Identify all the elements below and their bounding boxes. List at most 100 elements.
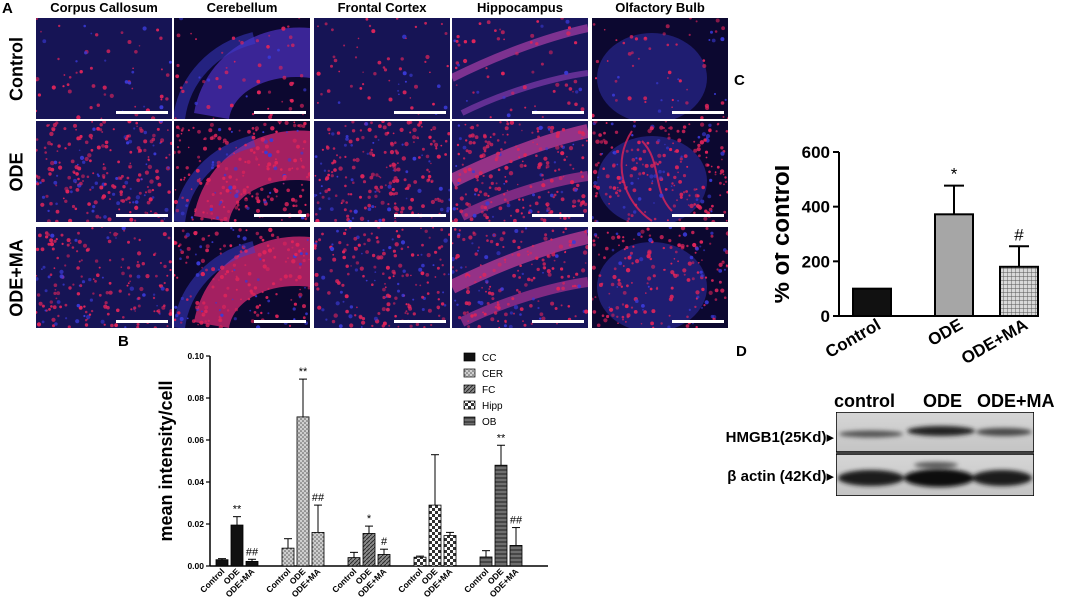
scale-bar bbox=[254, 111, 306, 114]
scale-bar bbox=[532, 214, 584, 217]
bar-hipp-ode-ma bbox=[443, 535, 457, 567]
significance-marker: # bbox=[1014, 225, 1024, 244]
scale-bar bbox=[116, 320, 168, 323]
legend-swatch-fc bbox=[463, 384, 476, 394]
y-tick-label: 0 bbox=[821, 307, 830, 326]
y-tick-label: 600 bbox=[802, 143, 830, 162]
bar-fc-ode-ma bbox=[377, 554, 391, 567]
panel-c-letter: C bbox=[734, 72, 745, 89]
bar-ode bbox=[934, 213, 974, 317]
scale-bar bbox=[254, 320, 306, 323]
scale-bar bbox=[394, 214, 446, 217]
western-blot-image bbox=[836, 412, 1034, 496]
significance-marker: # bbox=[381, 536, 388, 548]
bar-ob-control bbox=[479, 556, 493, 567]
legend-swatch-ob bbox=[463, 416, 476, 426]
micrograph-control-corpus-callosum bbox=[36, 18, 172, 119]
micrograph-ode-ma-olfactory-bulb bbox=[592, 227, 728, 328]
x-tick-label: ODE bbox=[925, 315, 966, 350]
scale-bar bbox=[532, 111, 584, 114]
band-hmgb1-ode bbox=[907, 426, 975, 436]
column-title-olfactory-bulb: Olfactory Bulb bbox=[615, 0, 705, 15]
scale-bar bbox=[672, 111, 724, 114]
bar-cc-ode bbox=[230, 524, 244, 567]
scale-bar bbox=[394, 111, 446, 114]
band-actin-ode bbox=[904, 469, 974, 487]
significance-marker: ## bbox=[312, 492, 325, 504]
column-title-cerebellum: Cerebellum bbox=[206, 0, 278, 15]
x-tick-label: Control bbox=[822, 315, 884, 362]
blot-label-beta-actin: β actin (42Kd)▸ bbox=[727, 468, 834, 485]
band-hmgb1-ode-ma bbox=[976, 428, 1032, 436]
micrograph-ode-cerebellum bbox=[174, 121, 310, 222]
bar-fc-ode bbox=[362, 533, 376, 567]
bar-cer-ode bbox=[296, 416, 310, 567]
bar-cer-ode-ma bbox=[311, 531, 325, 567]
legend-label-ob: OB bbox=[482, 417, 497, 428]
significance-marker: ** bbox=[299, 366, 308, 378]
column-title-frontal-cortex: Frontal Cortex bbox=[337, 0, 427, 15]
legend-label-hipp: Hipp bbox=[482, 401, 503, 412]
column-title-hippocampus: Hippocampus bbox=[477, 0, 563, 15]
y-tick-label: 0.06 bbox=[187, 435, 204, 445]
scale-bar bbox=[394, 320, 446, 323]
band-actin-ode-ma bbox=[972, 470, 1032, 486]
panel-d-letter: D bbox=[736, 343, 747, 360]
micrograph-ode-frontal-cortex bbox=[314, 121, 450, 222]
y-tick-label: 400 bbox=[802, 198, 830, 217]
legend-label-cer: CER bbox=[482, 369, 503, 380]
bar-fc-control bbox=[347, 557, 361, 567]
panel-c-bar-chart: % of control 0 200 400 600 Control * ODE # ODE+MA bbox=[775, 143, 1039, 368]
y-tick-label: 0.00 bbox=[187, 561, 204, 571]
bar-cer-control bbox=[281, 547, 295, 567]
micrograph-ode-ma-frontal-cortex bbox=[314, 227, 450, 328]
bar-hipp-control bbox=[413, 556, 427, 567]
y-tick-label: 200 bbox=[802, 252, 830, 271]
scale-bar bbox=[116, 111, 168, 114]
row-label-ode-ma: ODE+MA bbox=[6, 238, 27, 317]
bar-ode-ma bbox=[999, 265, 1039, 318]
micrograph-ode-ma-corpus-callosum bbox=[36, 227, 172, 328]
panel-a-letter: A bbox=[2, 0, 13, 17]
micrograph-ode-corpus-callosum bbox=[36, 121, 172, 222]
y-tick-label: 0.04 bbox=[187, 477, 204, 487]
micrograph-control-olfactory-bulb bbox=[592, 18, 728, 119]
x-tick-label: ODE+MA bbox=[958, 315, 1031, 368]
panel-b-letter: B bbox=[118, 333, 129, 350]
bar-cc-control bbox=[215, 559, 229, 567]
y-tick-label: 0.10 bbox=[187, 351, 204, 361]
bar-cc-ode-ma bbox=[245, 560, 259, 567]
micrograph-control-cerebellum bbox=[174, 18, 310, 119]
band-actin-control bbox=[838, 470, 904, 486]
micrograph-ode-ma-cerebellum bbox=[174, 227, 310, 328]
significance-marker: * bbox=[951, 165, 958, 184]
scale-bar bbox=[532, 320, 584, 323]
micrograph-control-hippocampus bbox=[452, 18, 588, 119]
legend-label-fc: FC bbox=[482, 385, 495, 396]
significance-marker: ## bbox=[510, 515, 523, 527]
legend-swatch-cc bbox=[463, 352, 476, 362]
scale-bar bbox=[254, 214, 306, 217]
significance-marker: * bbox=[367, 513, 372, 525]
legend-swatch-hipp bbox=[463, 400, 476, 410]
significance-marker: ** bbox=[233, 504, 242, 516]
blot-lane-label-control: control bbox=[834, 391, 895, 411]
legend-label-cc: CC bbox=[482, 353, 496, 364]
panel-b-bar-chart: mean intensity/cell 0.00 0.02 0.04 0.06 0.08 0… bbox=[156, 351, 548, 599]
y-axis-label: mean intensity/cell bbox=[156, 380, 176, 541]
bar-hipp-ode bbox=[428, 504, 442, 567]
band-hmgb1-control bbox=[839, 430, 903, 438]
band-actin-ode-upper bbox=[914, 462, 958, 468]
y-axis-label: % of control bbox=[775, 165, 795, 304]
row-label-control: Control bbox=[6, 36, 27, 101]
blot-lane-label-ode: ODE bbox=[923, 391, 963, 411]
micrograph-ode-olfactory-bulb bbox=[592, 121, 728, 222]
bar-ob-ode bbox=[494, 464, 508, 567]
scale-bar bbox=[672, 214, 724, 217]
micrograph-control-frontal-cortex bbox=[314, 18, 450, 119]
blot-lane-label-ode-ma: ODE+MA bbox=[977, 391, 1055, 411]
significance-marker: ** bbox=[497, 432, 506, 444]
row-label-ode: ODE bbox=[6, 151, 27, 192]
column-title-corpus-callosum: Corpus Callosum bbox=[50, 0, 158, 15]
scale-bar bbox=[672, 320, 724, 323]
